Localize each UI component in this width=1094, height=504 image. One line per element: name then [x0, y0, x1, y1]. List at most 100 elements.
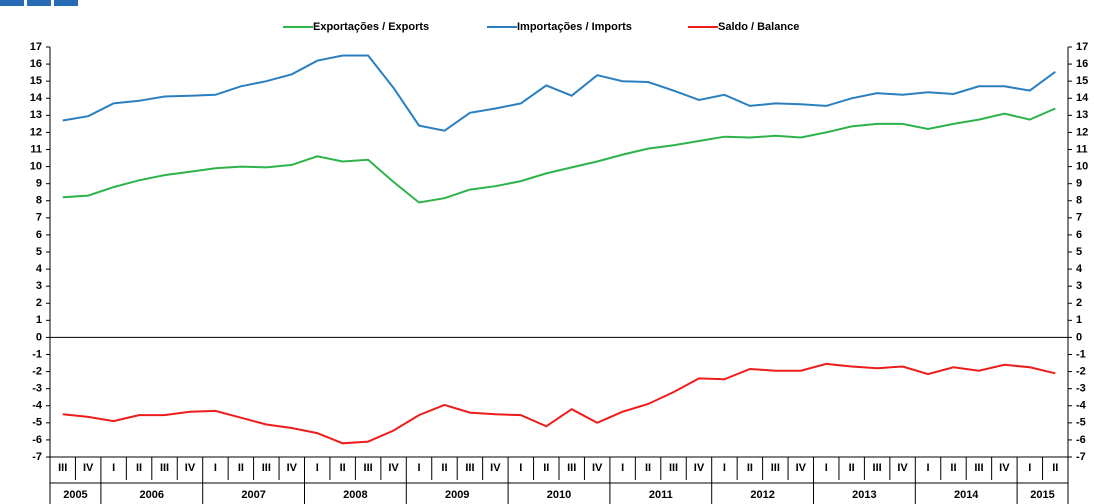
x-tick-label: I	[621, 462, 624, 474]
x-tick-label: III	[974, 462, 983, 474]
y-tick-label: 9	[36, 178, 42, 190]
year-label: 2008	[343, 489, 367, 501]
y2-tick-label: -3	[1076, 383, 1086, 395]
year-label: 2006	[140, 489, 164, 501]
year-label: 2011	[649, 489, 673, 501]
x-tick-label: I	[519, 462, 522, 474]
x-tick-label: II	[136, 462, 142, 474]
y-tick-label: 7	[36, 212, 42, 224]
y2-tick-label: 7	[1076, 212, 1082, 224]
series-line	[62, 107, 1056, 204]
x-tick-label: IV	[592, 462, 603, 474]
y2-tick-label: 11	[1076, 143, 1088, 155]
x-tick-label: II	[747, 462, 753, 474]
y2-tick-label: 0	[1076, 331, 1082, 343]
logo-fragment	[27, 0, 51, 6]
y2-tick-label: 12	[1076, 126, 1088, 138]
y2-tick-label: -4	[1076, 400, 1087, 412]
y-tick-label: 17	[30, 41, 42, 53]
y-tick-label: -3	[32, 383, 42, 395]
x-tick-label: I	[316, 462, 319, 474]
year-label: 2012	[750, 489, 774, 501]
y-tick-label: -6	[32, 434, 42, 446]
y-tick-label: 12	[30, 126, 42, 138]
x-tick-label: I	[723, 462, 726, 474]
y2-tick-label: 17	[1076, 41, 1088, 53]
y2-tick-label: 14	[1076, 92, 1089, 104]
year-label: 2007	[241, 489, 265, 501]
year-label: 2014	[954, 489, 979, 501]
y-tick-label: 8	[36, 195, 42, 207]
year-label: 2009	[445, 489, 469, 501]
y-tick-label: -1	[32, 348, 42, 360]
y2-tick-label: 1	[1076, 314, 1082, 326]
y-tick-label: 4	[36, 263, 43, 275]
x-tick-label: I	[1028, 462, 1031, 474]
legend-label: Importações / Imports	[517, 21, 632, 33]
x-tick-label: IV	[897, 462, 908, 474]
y-tick-label: 0	[36, 331, 42, 343]
x-tick-label: I	[926, 462, 929, 474]
x-tick-label: III	[262, 462, 271, 474]
x-tick-label: IV	[796, 462, 807, 474]
y-tick-label: 6	[36, 229, 42, 241]
y2-tick-label: 15	[1076, 75, 1088, 87]
y2-tick-label: 5	[1076, 246, 1082, 258]
x-tick-label: IV	[287, 462, 298, 474]
y-tick-label: 1	[36, 314, 42, 326]
y2-tick-label: -6	[1076, 434, 1086, 446]
y-tick-label: -2	[32, 365, 42, 377]
y2-tick-label: 16	[1076, 58, 1088, 70]
x-tick-label: IV	[999, 462, 1010, 474]
x-tick-label: IV	[185, 462, 196, 474]
y-tick-label: 15	[30, 75, 42, 87]
x-tick-label: IV	[388, 462, 399, 474]
x-tick-label: I	[214, 462, 217, 474]
x-tick-label: II	[543, 462, 549, 474]
year-label: 2005	[63, 489, 87, 501]
year-label: 2015	[1030, 489, 1054, 501]
y-tick-label: 13	[30, 109, 42, 121]
y-tick-label: 10	[30, 160, 42, 172]
x-tick-label: I	[112, 462, 115, 474]
y2-tick-label: -5	[1076, 417, 1086, 429]
x-tick-label: III	[465, 462, 474, 474]
y-tick-label: -5	[32, 417, 42, 429]
y-tick-label: 5	[36, 246, 42, 258]
x-tick-label: III	[873, 462, 882, 474]
x-tick-label: IV	[83, 462, 94, 474]
y2-tick-label: 13	[1076, 109, 1088, 121]
series-line	[62, 54, 1056, 132]
y-tick-label: 14	[30, 92, 43, 104]
y-tick-label: -7	[32, 451, 42, 463]
y-tick-label: -4	[32, 400, 43, 412]
series-line	[62, 362, 1056, 445]
y2-tick-label: 4	[1076, 263, 1083, 275]
x-tick-label: III	[364, 462, 373, 474]
y-tick-label: 16	[30, 58, 42, 70]
x-tick-label: II	[645, 462, 651, 474]
logo-fragment	[0, 0, 24, 6]
x-tick-label: II	[1052, 462, 1058, 474]
x-tick-label: I	[825, 462, 828, 474]
y2-tick-label: 9	[1076, 178, 1082, 190]
year-label: 2013	[852, 489, 876, 501]
x-tick-label: II	[238, 462, 244, 474]
y-tick-label: 2	[36, 297, 42, 309]
x-tick-label: IV	[694, 462, 705, 474]
x-tick-label: IV	[490, 462, 501, 474]
x-tick-label: III	[669, 462, 678, 474]
y-tick-label: 3	[36, 280, 42, 292]
y2-tick-label: -2	[1076, 365, 1086, 377]
y2-tick-label: -1	[1076, 348, 1086, 360]
y2-tick-label: -7	[1076, 451, 1086, 463]
y2-tick-label: 2	[1076, 297, 1082, 309]
year-label: 2010	[547, 489, 571, 501]
x-tick-label: II	[441, 462, 447, 474]
legend-label: Exportações / Exports	[313, 21, 429, 33]
logo-fragment	[54, 0, 78, 6]
x-tick-label: II	[849, 462, 855, 474]
x-tick-label: II	[340, 462, 346, 474]
y-tick-label: 11	[30, 143, 42, 155]
